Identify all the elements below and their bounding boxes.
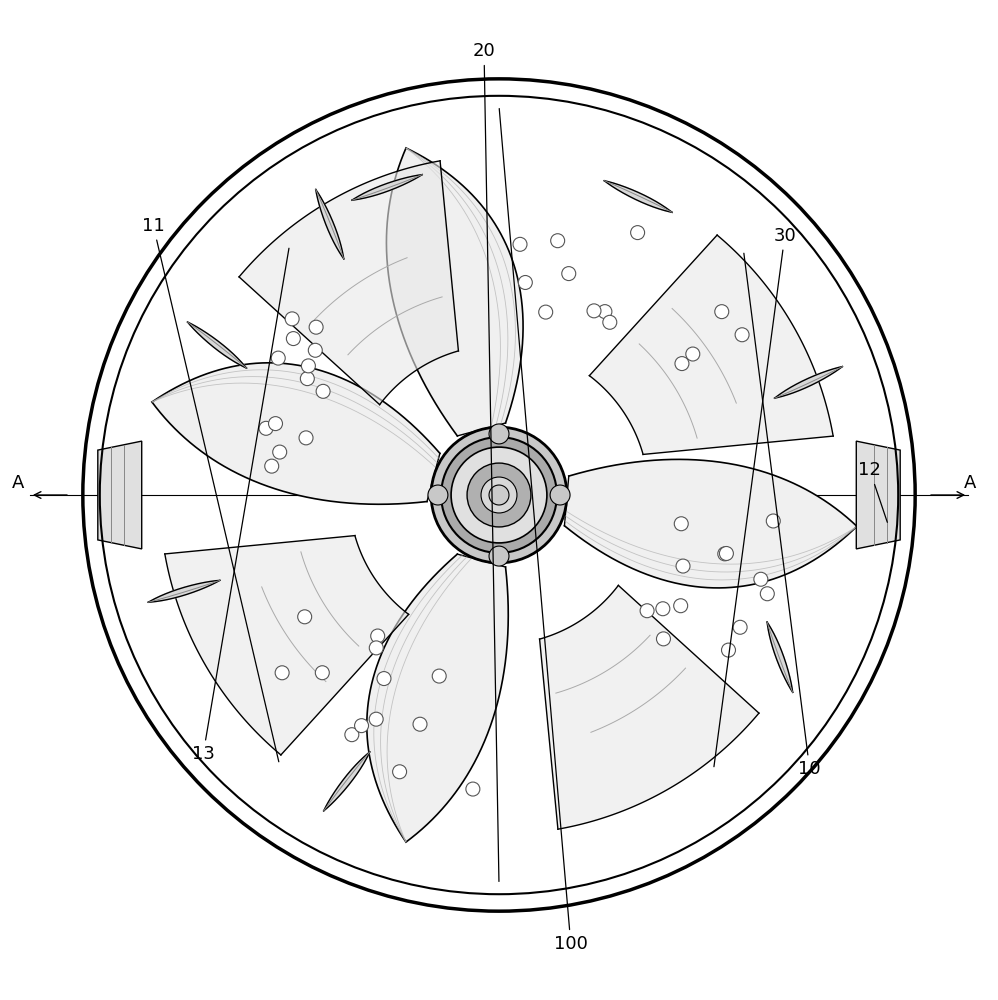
Polygon shape xyxy=(590,235,833,454)
Circle shape xyxy=(345,728,359,742)
Circle shape xyxy=(675,517,689,531)
Polygon shape xyxy=(188,322,247,368)
Circle shape xyxy=(285,312,299,326)
Circle shape xyxy=(377,672,391,686)
Circle shape xyxy=(286,332,300,346)
Circle shape xyxy=(631,226,645,240)
Circle shape xyxy=(550,485,570,505)
Circle shape xyxy=(451,447,547,543)
Circle shape xyxy=(431,427,567,563)
Circle shape xyxy=(259,421,273,435)
Circle shape xyxy=(354,719,368,733)
Circle shape xyxy=(309,320,323,334)
Text: 10: 10 xyxy=(744,253,821,778)
Circle shape xyxy=(657,632,671,646)
Circle shape xyxy=(676,559,690,573)
Circle shape xyxy=(275,666,289,680)
Circle shape xyxy=(369,712,383,726)
Circle shape xyxy=(268,417,282,431)
Circle shape xyxy=(539,305,553,319)
Circle shape xyxy=(734,620,748,634)
Circle shape xyxy=(300,372,314,386)
Circle shape xyxy=(301,359,315,373)
Circle shape xyxy=(736,328,749,342)
Text: 13: 13 xyxy=(192,248,289,763)
Circle shape xyxy=(674,599,688,613)
Polygon shape xyxy=(565,459,857,588)
Circle shape xyxy=(766,514,780,528)
Polygon shape xyxy=(767,622,792,692)
Polygon shape xyxy=(240,161,458,405)
Circle shape xyxy=(686,347,700,361)
Circle shape xyxy=(715,305,729,319)
Polygon shape xyxy=(149,580,220,602)
Text: 100: 100 xyxy=(499,109,588,953)
Circle shape xyxy=(370,629,384,643)
Circle shape xyxy=(518,276,532,289)
Circle shape xyxy=(720,546,734,560)
Circle shape xyxy=(441,437,557,553)
Text: 12: 12 xyxy=(858,461,887,522)
Circle shape xyxy=(513,237,527,251)
Polygon shape xyxy=(604,181,672,212)
Circle shape xyxy=(551,234,565,248)
Text: A: A xyxy=(964,474,976,492)
Circle shape xyxy=(489,424,509,444)
Polygon shape xyxy=(315,189,343,259)
Circle shape xyxy=(80,76,918,914)
Polygon shape xyxy=(323,752,370,811)
Circle shape xyxy=(562,267,576,281)
Text: 30: 30 xyxy=(714,227,796,767)
Circle shape xyxy=(718,547,732,561)
Circle shape xyxy=(467,463,531,527)
Circle shape xyxy=(656,602,670,616)
Circle shape xyxy=(489,546,509,566)
Polygon shape xyxy=(774,367,842,398)
Circle shape xyxy=(722,643,736,657)
Circle shape xyxy=(675,357,689,371)
Circle shape xyxy=(587,304,601,318)
Circle shape xyxy=(428,485,448,505)
Polygon shape xyxy=(352,175,422,200)
Polygon shape xyxy=(540,585,758,829)
Circle shape xyxy=(432,669,446,683)
Circle shape xyxy=(481,477,517,513)
Circle shape xyxy=(753,572,767,586)
Circle shape xyxy=(308,343,322,357)
Circle shape xyxy=(413,717,427,731)
Circle shape xyxy=(603,315,617,329)
Polygon shape xyxy=(98,441,142,549)
Text: A: A xyxy=(12,474,24,492)
Polygon shape xyxy=(367,554,508,842)
Circle shape xyxy=(598,305,612,319)
Circle shape xyxy=(299,431,313,445)
Circle shape xyxy=(392,765,406,779)
Circle shape xyxy=(489,485,509,505)
Polygon shape xyxy=(152,363,440,504)
Circle shape xyxy=(315,666,329,680)
Circle shape xyxy=(264,459,278,473)
Polygon shape xyxy=(386,148,523,436)
Circle shape xyxy=(466,782,480,796)
Circle shape xyxy=(760,587,774,601)
Circle shape xyxy=(297,610,311,624)
Circle shape xyxy=(316,384,330,398)
Polygon shape xyxy=(165,536,408,755)
Circle shape xyxy=(640,604,654,618)
Polygon shape xyxy=(856,441,900,549)
Text: 20: 20 xyxy=(473,42,499,881)
Text: 11: 11 xyxy=(142,217,278,762)
Circle shape xyxy=(272,445,286,459)
Circle shape xyxy=(271,351,285,365)
Circle shape xyxy=(369,641,383,655)
